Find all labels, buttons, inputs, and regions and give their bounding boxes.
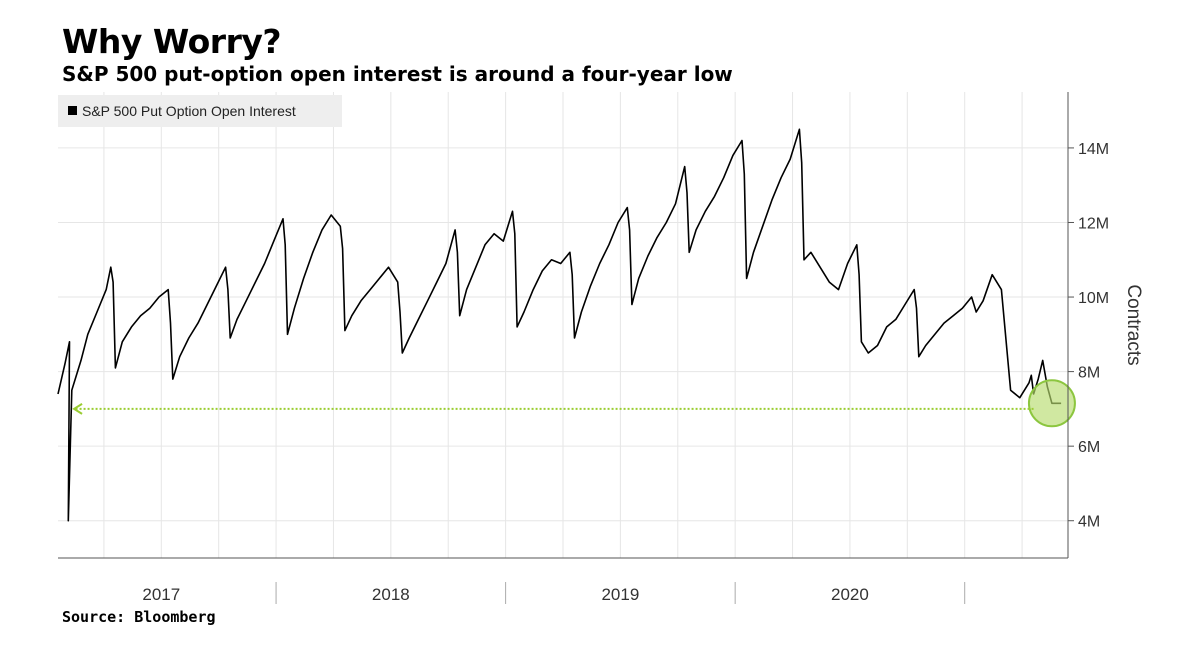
legend-swatch [68,106,77,115]
series-layer [57,128,1062,522]
annotations [72,379,1076,428]
y-tick-label: 10M [1078,290,1109,307]
chart-title: Why Worry? [62,22,282,61]
y-tick-label: 12M [1078,215,1109,232]
arrow-head [72,403,83,415]
y-tick-label: 6M [1078,439,1100,456]
y-tick-label: 4M [1078,514,1100,531]
x-year-label: 2019 [601,585,639,604]
series-line [57,128,1062,522]
y-axis-title: Contracts [1123,284,1144,365]
y-tick-label: 8M [1078,365,1100,382]
x-year-label: 2018 [372,585,410,604]
y-tick-label: 14M [1078,141,1109,158]
x-year-label: 2017 [142,585,180,604]
legend-background [58,95,342,127]
highlight-circle [1027,379,1076,428]
source-note: Source: Bloomberg [62,608,216,626]
axes: 4M 6M 8M 10M 12M 14M 2017 2018 2019 2020 [58,92,1109,604]
gridlines [58,92,1068,558]
legend-label: S&P 500 Put Option Open Interest [82,103,296,119]
legend: S&P 500 Put Option Open Interest [58,95,342,127]
chart-subtitle: S&P 500 put-option open interest is arou… [62,62,733,86]
x-year-label: 2020 [831,585,869,604]
